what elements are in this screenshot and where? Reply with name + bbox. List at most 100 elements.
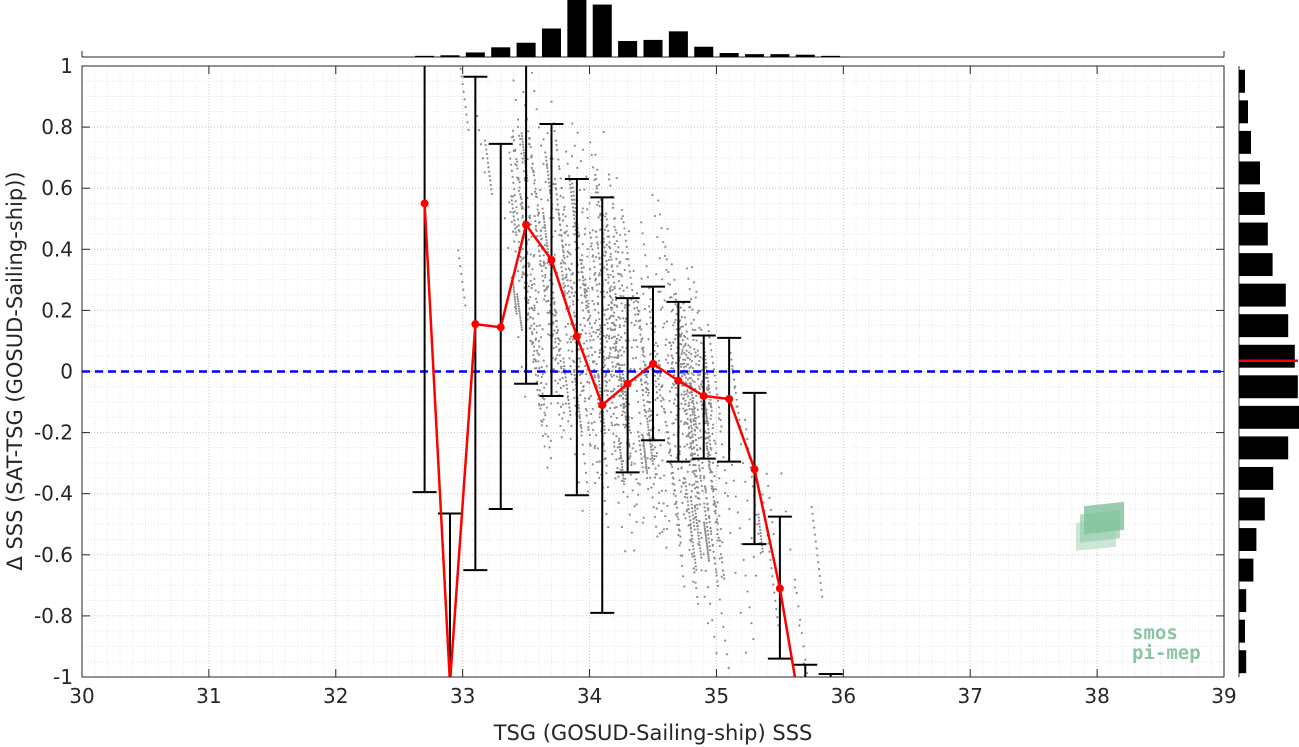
scatter-point <box>544 232 547 236</box>
scatter-point <box>630 461 633 464</box>
scatter-point <box>700 536 703 539</box>
scatter-point <box>607 178 611 181</box>
scatter-point <box>598 355 601 359</box>
scatter-point <box>560 367 563 370</box>
scatter-point <box>567 402 571 405</box>
scatter-point <box>706 323 710 326</box>
scatter-point <box>512 288 515 291</box>
scatter-point <box>461 280 464 283</box>
scatter-point <box>581 254 584 257</box>
scatter-point <box>638 411 641 414</box>
scatter-point <box>584 397 587 400</box>
scatter-point <box>566 234 570 237</box>
scatter-point <box>532 174 536 177</box>
scatter-point <box>697 519 701 522</box>
scatter-point <box>689 376 692 380</box>
scatter-point <box>596 289 599 292</box>
scatter-point <box>558 338 561 341</box>
scatter-point <box>519 260 522 263</box>
scatter-point <box>628 513 631 516</box>
scatter-point <box>712 490 715 493</box>
scatter-point <box>615 458 618 461</box>
scatter-point <box>692 447 695 450</box>
scatter-point <box>643 307 647 311</box>
scatter-point <box>669 448 672 451</box>
scatter-point <box>697 415 700 418</box>
scatter-point <box>566 395 570 398</box>
scatter-point <box>593 302 596 306</box>
scatter-point <box>626 251 629 255</box>
scatter-point <box>548 279 551 282</box>
scatter-point <box>537 212 540 215</box>
scatter-point <box>580 332 583 336</box>
scatter-point <box>695 515 698 518</box>
scatter-point <box>598 476 601 480</box>
scatter-point <box>534 297 538 300</box>
scatter-point <box>644 460 647 464</box>
scatter-point <box>704 514 707 517</box>
scatter-point <box>697 537 701 540</box>
scatter-point <box>642 399 645 402</box>
scatter-point <box>518 186 521 189</box>
scatter-point <box>713 635 716 638</box>
scatter-point <box>680 402 683 405</box>
scatter-point <box>583 342 586 345</box>
scatter-point <box>572 190 575 193</box>
scatter-point <box>616 446 619 449</box>
scatter-point <box>544 229 547 233</box>
scatter-point <box>673 483 676 486</box>
scatter-point <box>582 266 585 269</box>
scatter-point <box>690 298 693 301</box>
scatter-point <box>674 318 677 322</box>
scatter-point <box>565 273 568 276</box>
scatter-point <box>580 294 583 297</box>
scatter-point <box>706 441 709 444</box>
scatter-point <box>646 400 649 403</box>
scatter-point <box>705 542 708 545</box>
scatter-point <box>532 170 535 174</box>
scatter-point <box>698 503 702 506</box>
scatter-point <box>658 257 661 260</box>
scatter-point <box>610 370 614 373</box>
scatter-point <box>692 338 695 341</box>
scatter-point <box>599 214 602 217</box>
scatter-point <box>533 350 536 353</box>
scatter-point <box>586 318 589 322</box>
scatter-point <box>545 235 548 238</box>
scatter-point <box>615 356 618 359</box>
scatter-point <box>743 418 747 421</box>
scatter-point <box>686 508 689 511</box>
scatter-point <box>705 445 708 448</box>
scatter-point <box>559 194 562 198</box>
top-histogram-bar <box>821 55 841 57</box>
scatter-point <box>515 312 518 315</box>
scatter-point <box>609 314 613 318</box>
scatter-point <box>563 256 566 260</box>
scatter-point <box>695 363 698 366</box>
scatter-point <box>513 298 517 301</box>
scatter-point <box>710 487 713 490</box>
scatter-point <box>635 319 638 322</box>
scatter-point <box>557 362 560 365</box>
y-tick-label: -0.8 <box>34 604 73 628</box>
scatter-point <box>561 403 564 406</box>
scatter-point <box>662 407 666 410</box>
scatter-point <box>617 246 620 249</box>
scatter-point <box>536 352 539 355</box>
scatter-point <box>587 302 590 305</box>
scatter-point <box>670 344 673 347</box>
scatter-point <box>675 414 678 417</box>
scatter-point <box>675 506 679 509</box>
scatter-point <box>644 458 647 461</box>
scatter-point <box>572 210 575 213</box>
scatter-point <box>711 461 715 464</box>
scatter-point <box>702 553 705 556</box>
mean-point <box>522 220 531 229</box>
scatter-point <box>594 255 598 259</box>
scatter-point <box>621 402 625 406</box>
scatter-point <box>667 270 670 274</box>
scatter-point <box>529 253 532 256</box>
scatter-point <box>595 230 598 233</box>
scatter-point <box>623 350 626 353</box>
scatter-point <box>697 363 700 367</box>
